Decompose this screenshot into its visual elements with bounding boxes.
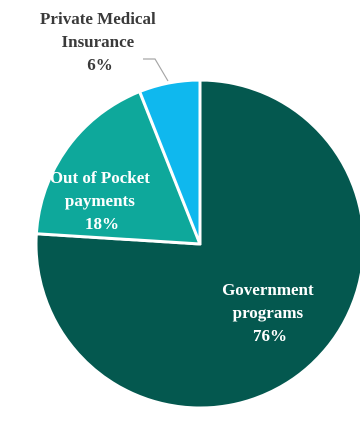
slice-label-government-line-1: Government (222, 280, 314, 299)
slice-label-out-of-pocket: Out of Pocket payments 18% (50, 168, 154, 233)
slice-label-out-of-pocket-line-1: Out of Pocket (50, 168, 150, 187)
pie-slices (34, 78, 360, 410)
pie-slice-out-of-pocket (34, 90, 202, 246)
slice-value-government: 76% (253, 326, 287, 345)
pie-slice-private-insurance (138, 78, 202, 246)
leader-line-private-insurance (143, 58, 169, 82)
slice-label-private-insurance: Private Medical Insurance 6% (40, 9, 160, 74)
slice-label-government-programs: Government programs 76% (222, 280, 318, 345)
slice-label-private-line-2: Insurance (62, 32, 135, 51)
slice-label-government-line-2: programs (233, 303, 304, 322)
slice-label-private-line-1: Private Medical (40, 9, 156, 28)
slice-label-out-of-pocket-line-2: payments (65, 191, 135, 210)
slice-value-out-of-pocket: 18% (85, 214, 119, 233)
slice-value-private: 6% (87, 55, 113, 74)
